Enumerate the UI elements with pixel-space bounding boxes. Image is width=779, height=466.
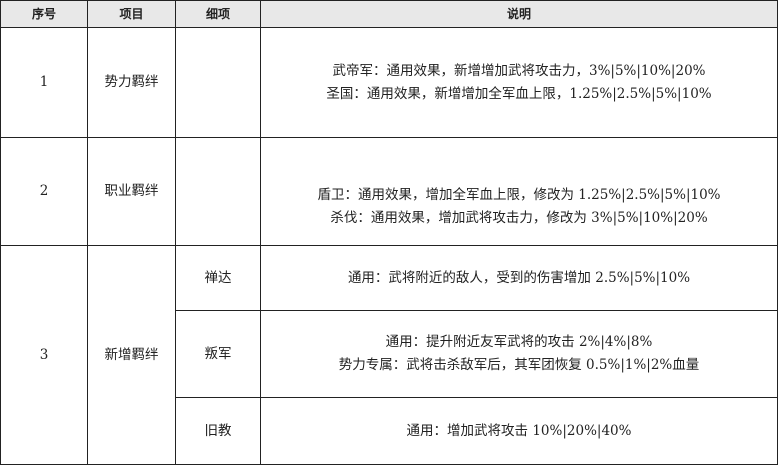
row-no: 2 <box>0 137 88 246</box>
row-sub: 叛军 <box>175 310 261 398</box>
row-item: 职业羁绊 <box>87 137 176 246</box>
desc-line: 通用：提升附近友军武将的攻击 2%|4%|8% <box>385 334 653 350</box>
header-sub: 细项 <box>175 0 261 28</box>
desc-line: 势力专属：武将击杀敌军后，其军团恢复 0.5%|1%|2%血量 <box>338 357 700 373</box>
row-sub <box>175 137 261 246</box>
header-desc: 说明 <box>260 0 778 28</box>
row-desc: 通用：增加武将攻击 10%|20%|40% <box>260 397 778 465</box>
desc-line: 盾卫：通用效果，增加全军血上限，修改为 1.25%|2.5%|5%|10% <box>317 186 721 203</box>
row-no: 1 <box>0 27 88 138</box>
table-row: 叛军 通用：提升附近友军武将的攻击 2%|4%|8% 势力专属：武将击杀敌军后，… <box>1 310 778 398</box>
row-sub <box>175 27 261 138</box>
row-sub: 旧教 <box>175 397 261 465</box>
table-row: 3 新增羁绊 禅达 通用：武将附近的敌人，受到的伤害增加 2.5%|5%|10% <box>0 245 778 465</box>
row-no: 3 <box>0 245 88 465</box>
row-desc: 盾卫：通用效果，增加全军血上限，修改为 1.25%|2.5%|5%|10% 杀伐… <box>260 137 778 246</box>
row-sub: 禅达 <box>175 245 261 311</box>
table-row: 1 势力羁绊 武帝军：通用效果，新增增加武将攻击力，3%|5%|10%|20% … <box>0 27 778 138</box>
desc-line: 杀伐：通用效果，增加武将攻击力，修改为 3%|5%|10%|20% <box>330 209 708 226</box>
desc-line: 通用：武将附近的敌人，受到的伤害增加 2.5%|5%|10% <box>347 269 691 286</box>
row-desc: 武帝军：通用效果，新增增加武将攻击力，3%|5%|10%|20% 圣国：通用效果… <box>260 27 778 138</box>
desc-line: 通用：增加武将攻击 10%|20%|40% <box>406 422 632 439</box>
row-desc: 通用：武将附近的敌人，受到的伤害增加 2.5%|5%|10% <box>260 245 778 311</box>
header-row: 序号 项目 细项 说明 <box>0 0 778 28</box>
desc-line: 圣国：通用效果，新增增加全军血上限，1.25%|2.5%|5%|10% <box>326 85 712 102</box>
header-no: 序号 <box>0 0 88 28</box>
row-item: 新增羁绊 <box>87 245 176 465</box>
desc-line: 武帝军：通用效果，新增增加武将攻击力，3%|5%|10%|20% <box>332 62 706 79</box>
table-row: 旧教 通用：增加武将攻击 10%|20%|40% <box>1 397 778 465</box>
row-desc: 通用：提升附近友军武将的攻击 2%|4%|8% 势力专属：武将击杀敌军后，其军团… <box>260 310 778 398</box>
header-item: 项目 <box>87 0 176 28</box>
row-item: 势力羁绊 <box>87 27 176 138</box>
table-row: 2 职业羁绊 盾卫：通用效果，增加全军血上限，修改为 1.25%|2.5%|5%… <box>0 137 778 246</box>
